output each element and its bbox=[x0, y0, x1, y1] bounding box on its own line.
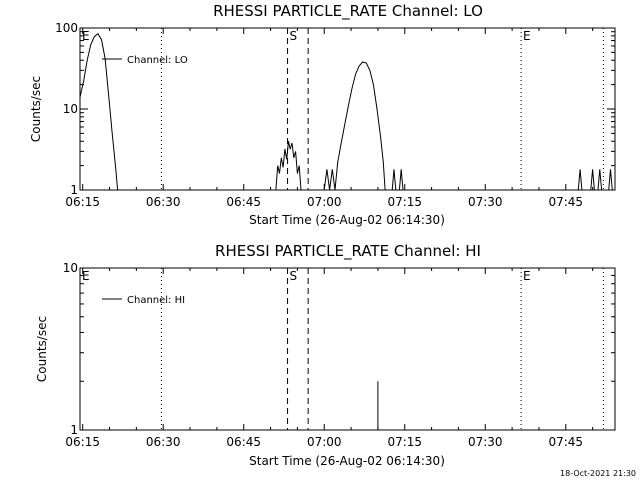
x-tick-label: 07:45 bbox=[548, 195, 583, 209]
y-tick-label: 1 bbox=[70, 183, 78, 197]
marker-label: S bbox=[290, 269, 298, 283]
x-tick-label: 06:30 bbox=[146, 435, 181, 449]
x-tick-label: 06:15 bbox=[65, 195, 100, 209]
x-axis-label: Start Time (26-Aug-02 06:14:30) bbox=[249, 454, 445, 468]
chart-panel-hi: RHESSI PARTICLE_RATE Channel: HI E S E 06:… bbox=[35, 242, 616, 468]
x-tick-label: 06:15 bbox=[65, 435, 100, 449]
y-tick-label: 10 bbox=[63, 261, 78, 275]
axis-ticks: 06:15 06:30 06:45 07:00 07:15 07:30 07:45 1 10 bbox=[63, 261, 615, 449]
x-axis-label: Start Time (26-Aug-02 06:14:30) bbox=[249, 213, 445, 227]
legend-entry: Channel: LO bbox=[127, 55, 188, 66]
marker-label: E bbox=[82, 269, 90, 283]
y-tick-label: 10 bbox=[63, 102, 78, 116]
x-tick-label: 07:30 bbox=[468, 195, 503, 209]
footer-timestamp: 18-Oct-2021 21:30 bbox=[560, 469, 636, 478]
chart-panel-lo: RHESSI PARTICLE_RATE Channel: LO E S E 06:… bbox=[29, 2, 616, 227]
marker-label: E bbox=[523, 29, 531, 43]
x-tick-label: 07:00 bbox=[307, 195, 342, 209]
marker-label: E bbox=[82, 29, 90, 43]
x-tick-label: 07:15 bbox=[387, 195, 422, 209]
x-tick-label: 07:45 bbox=[548, 435, 583, 449]
marker-label: S bbox=[290, 29, 298, 43]
y-tick-label: 100 bbox=[55, 21, 78, 35]
marker-label: E bbox=[523, 269, 531, 283]
x-tick-label: 07:15 bbox=[387, 435, 422, 449]
chart-title: RHESSI PARTICLE_RATE Channel: HI bbox=[215, 242, 481, 261]
x-tick-label: 06:45 bbox=[226, 195, 261, 209]
legend: Channel: HI bbox=[102, 295, 185, 306]
chart-title: RHESSI PARTICLE_RATE Channel: LO bbox=[213, 2, 483, 21]
x-tick-label: 06:30 bbox=[146, 195, 181, 209]
series-line-lo bbox=[79, 32, 613, 191]
legend-entry: Channel: HI bbox=[127, 295, 185, 306]
axis-ticks: 06:15 06:30 06:45 07:00 07:15 07:30 07:45 1 10 10… bbox=[55, 21, 615, 209]
y-tick-label: 1 bbox=[70, 423, 78, 437]
legend: Channel: LO bbox=[102, 55, 188, 66]
y-axis-label: Counts/sec bbox=[35, 316, 49, 382]
x-tick-label: 07:30 bbox=[468, 435, 503, 449]
y-axis-label: Counts/sec bbox=[29, 76, 43, 142]
x-tick-label: 06:45 bbox=[226, 435, 261, 449]
x-tick-label: 07:00 bbox=[307, 435, 342, 449]
